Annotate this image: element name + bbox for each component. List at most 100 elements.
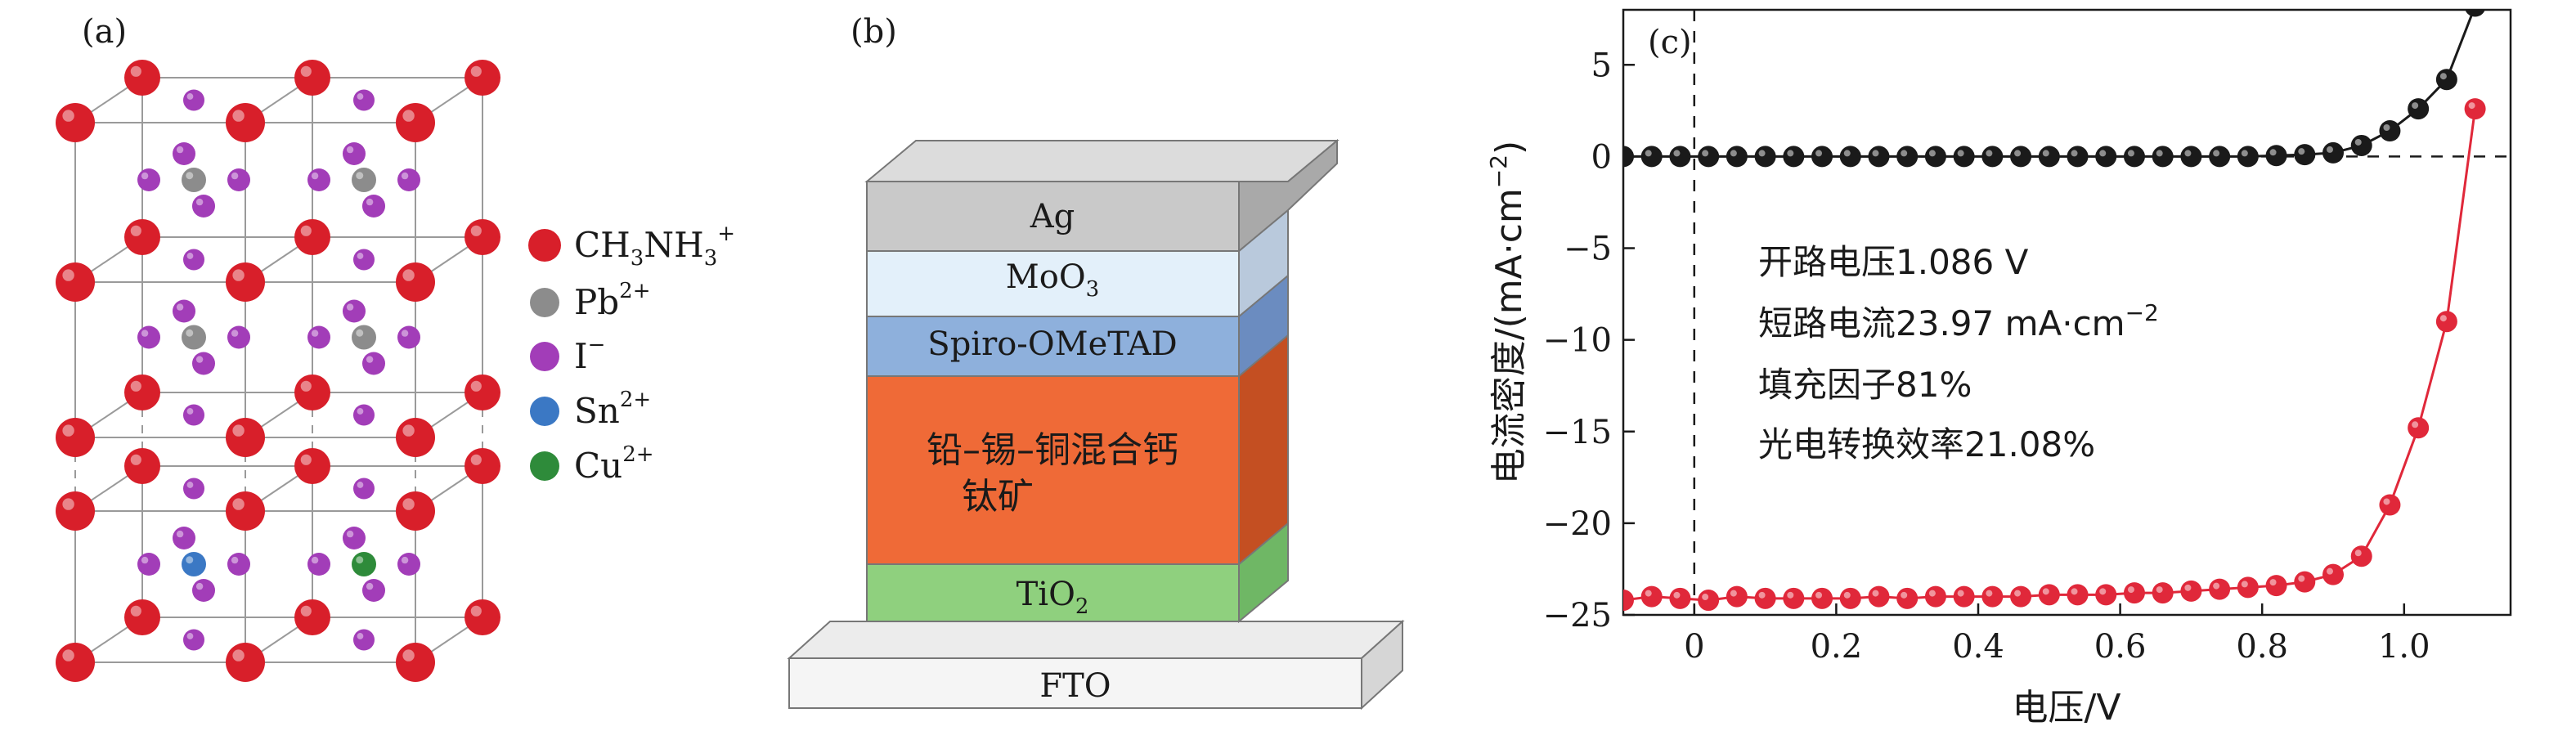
x-tick-label: 0.4	[1952, 628, 2004, 666]
legend-marker-sn	[530, 397, 559, 426]
methylammonium-ion	[294, 599, 330, 635]
data-point-highlight	[2071, 588, 2078, 595]
methylammonium-ion-highlight	[232, 269, 245, 281]
methylammonium-ion-highlight	[470, 225, 482, 236]
methylammonium-ion	[56, 103, 95, 142]
methylammonium-ion-highlight	[300, 454, 312, 465]
methylammonium-ion-highlight	[300, 605, 312, 617]
iodide-ion-highlight	[401, 330, 409, 337]
iodide-ion-highlight	[231, 556, 239, 564]
x-tick-label: 0	[1684, 628, 1704, 666]
data-point-highlight	[2184, 150, 2192, 157]
iodide-ion-highlight	[357, 253, 364, 259]
methylammonium-ion-highlight	[402, 498, 415, 510]
annotation-jsc: 短路电流23.97 mA·cm−2	[1758, 299, 2159, 343]
y-tick-label: 0	[1591, 138, 1612, 176]
chart-guide-lines	[1623, 10, 2511, 615]
data-point-1	[2265, 575, 2287, 597]
methylammonium-ion-highlight	[300, 65, 312, 77]
legend-label-sn: Sn2+	[574, 388, 651, 431]
data-point-highlight	[2269, 579, 2277, 586]
data-point-highlight	[2269, 149, 2277, 156]
x-tick-label: 0.2	[1811, 628, 1863, 666]
methylammonium-ion-highlight	[62, 649, 74, 661]
iodide-ion-highlight	[186, 482, 194, 488]
iodide-ion	[362, 579, 385, 602]
b-site-cation	[352, 552, 376, 576]
data-point-highlight	[2383, 124, 2390, 131]
data-point-1	[1783, 587, 1805, 609]
data-point-1	[1726, 585, 1748, 608]
data-point-1	[1640, 585, 1663, 608]
data-point-1	[1953, 585, 1975, 608]
methylammonium-ion-highlight	[232, 498, 245, 510]
data-point-1	[2464, 98, 2486, 120]
data-point-1	[2180, 580, 2202, 602]
data-point-highlight	[1758, 150, 1766, 157]
iodide-ion-highlight	[346, 530, 354, 538]
data-point-1	[1839, 587, 1861, 609]
data-point-0	[2379, 120, 2401, 141]
iodide-ion-highlight	[186, 253, 194, 259]
data-point-highlight	[2298, 148, 2305, 155]
data-point-0	[2123, 146, 2145, 168]
data-point-highlight	[2127, 586, 2134, 594]
methylammonium-ion	[396, 103, 435, 142]
data-point-0	[1868, 146, 1890, 168]
data-point-0	[2180, 146, 2202, 168]
methylammonium-ion	[294, 374, 330, 410]
methylammonium-ion-highlight	[470, 380, 482, 392]
iodide-ion-highlight	[176, 303, 184, 311]
data-point-highlight	[2156, 150, 2163, 157]
iodide-ion	[183, 404, 204, 426]
methylammonium-ion-highlight	[130, 454, 141, 465]
annotation-ff: 填充因子81%	[1758, 365, 1972, 405]
methylammonium-ion	[124, 374, 160, 410]
iodide-ion-highlight	[366, 582, 374, 590]
chart-series-clip	[1623, 10, 2486, 612]
annotation-pce: 光电转换效率21.08%	[1758, 424, 2095, 464]
data-point-highlight	[2127, 150, 2134, 157]
data-point-1	[2237, 576, 2259, 599]
b-site-cation-highlight	[356, 172, 364, 180]
data-point-0	[1698, 146, 1720, 168]
y-tick-label: −25	[1543, 597, 1612, 635]
layer-label-moo3: MoO3	[1006, 258, 1099, 302]
data-point-0	[1726, 146, 1748, 168]
data-point-0	[1839, 146, 1861, 168]
y-tick-label: −10	[1543, 322, 1612, 360]
data-point-highlight	[1673, 591, 1681, 599]
iodide-ion	[192, 352, 215, 375]
data-point-highlight	[1928, 590, 1936, 597]
iodide-ion	[353, 249, 375, 271]
methylammonium-ion	[464, 448, 500, 484]
methylammonium-ion	[464, 599, 500, 635]
data-point-1	[1698, 590, 1720, 612]
iodide-ion	[307, 325, 330, 349]
iodide-ion	[137, 325, 160, 349]
data-point-highlight	[2184, 584, 2192, 591]
series-line-1	[1623, 108, 2477, 602]
methylammonium-ion	[56, 418, 95, 457]
layer-label-ag: Ag	[1030, 198, 1075, 235]
data-point-0	[1896, 146, 1919, 168]
data-point-1	[2294, 571, 2316, 593]
methylammonium-ion	[464, 219, 500, 255]
ag-layer-front	[866, 181, 1240, 252]
iodide-ion	[192, 195, 215, 218]
ion-legend: CH3NH3+ Pb2+ I− Sn2+ Cu2+	[528, 222, 735, 486]
methylammonium-ion	[124, 219, 160, 255]
data-point-0	[1924, 146, 1946, 168]
data-point-1	[2408, 417, 2430, 439]
b-site-cation-highlight	[186, 172, 194, 180]
layer-label-perovskite-line2: 钛矿	[962, 476, 1034, 518]
iodide-ion-highlight	[231, 172, 239, 180]
data-point-highlight	[2099, 588, 2107, 595]
iodide-ion	[343, 299, 366, 323]
data-point-highlight	[2042, 150, 2049, 157]
data-point-highlight	[2327, 567, 2333, 575]
data-point-0	[1811, 146, 1833, 168]
iodide-ion	[173, 527, 195, 549]
methylammonium-ion-highlight	[130, 380, 141, 392]
methylammonium-ion-highlight	[402, 649, 415, 661]
